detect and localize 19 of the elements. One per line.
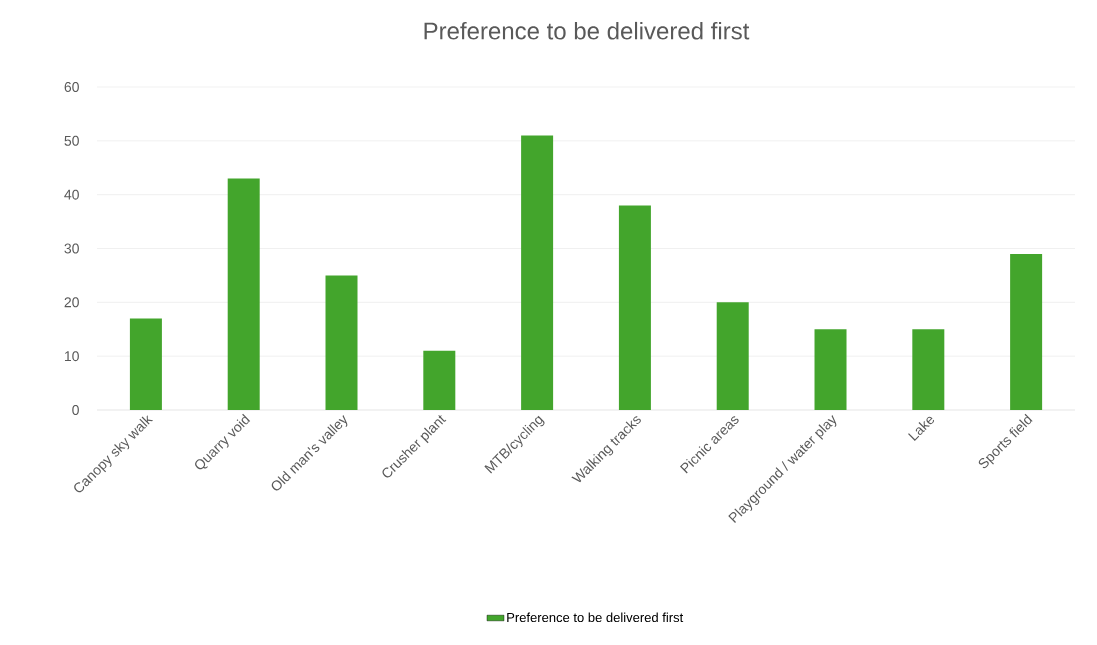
legend-label: Preference to be delivered first (507, 612, 684, 623)
bar (618, 205, 651, 410)
y-tick-label: 30 (64, 243, 79, 254)
bar (814, 329, 847, 410)
y-tick-label: 40 (64, 189, 79, 200)
bar (912, 329, 945, 410)
bar (423, 350, 456, 410)
y-tick-label: 60 (64, 82, 79, 92)
bar (716, 302, 749, 410)
bar (227, 178, 260, 410)
y-tick-label: 20 (64, 297, 79, 308)
bar (325, 275, 358, 410)
y-tick-label: 10 (64, 351, 79, 362)
y-tick-label: 0 (72, 405, 79, 415)
bar (1010, 253, 1043, 410)
chart-title: Preference to be delivered first (424, 21, 750, 40)
bar (129, 318, 162, 410)
bar (521, 135, 554, 410)
y-tick-label: 50 (64, 135, 79, 146)
